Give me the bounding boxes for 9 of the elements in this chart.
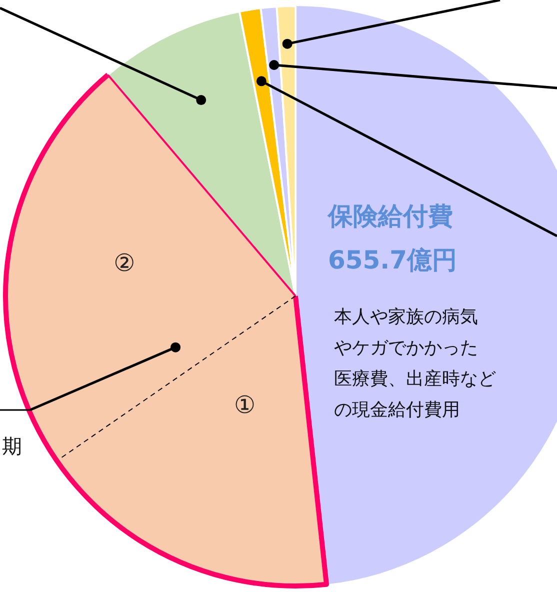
slice-label: ② bbox=[114, 248, 136, 277]
text: の現金給付費用 bbox=[334, 400, 460, 421]
text: やケガでかかった bbox=[334, 338, 478, 359]
slice-label: 保険給付費 bbox=[327, 202, 453, 230]
text: 期 bbox=[2, 434, 22, 458]
text: 本人や家族の病気 bbox=[334, 306, 478, 328]
data-label: 655.7億円 bbox=[328, 246, 458, 274]
text: 医療費、出産時など bbox=[334, 368, 496, 390]
slice-label: ① bbox=[234, 390, 256, 419]
